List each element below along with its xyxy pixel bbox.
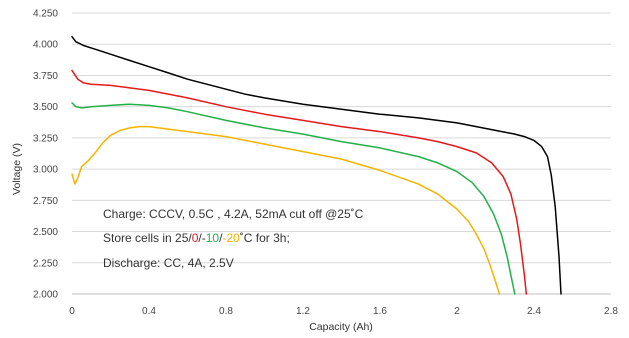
y-axis-title: Voltage (V) <box>11 143 23 195</box>
series-line-4 <box>71 125 501 295</box>
x-tick-label: 0.4 <box>142 306 156 317</box>
annotation-store: Store cells in 25/0/-10/-20˚C for 3h; <box>103 231 290 245</box>
series-line-1 <box>71 35 562 295</box>
y-tick-labels: 2.000 2.250 2.500 2.750 3.000 3.250 3.500 3.750… <box>33 9 58 301</box>
annotation-charge: Charge: CCCV, 0.5C , 4.2A, 52mA cut off … <box>103 207 364 221</box>
annotation-store-sep1: /- <box>198 231 205 245</box>
y-tick-label: 3.500 <box>33 102 58 113</box>
annotation-store-suffix: ˚C for 3h; <box>240 231 290 245</box>
annotation-store-sep2: / <box>219 231 223 245</box>
x-tick-label: 1.6 <box>373 306 387 317</box>
y-tick-label: 2.750 <box>33 196 58 207</box>
annotation-temp-20: -20 <box>222 231 240 245</box>
x-tick-labels: 0 0.4 0.8 1.2 1.6 2 2.4 2.8 <box>69 306 618 317</box>
annotation-temp-0: 0 <box>192 231 199 245</box>
x-tick-label: 2 <box>454 306 460 317</box>
annotation-discharge: Discharge: CC, 4A, 2.5V <box>103 256 234 270</box>
series-line-2 <box>71 69 528 295</box>
x-axis-title: Capacity (Ah) <box>309 321 373 333</box>
x-tick-label: 1.2 <box>296 306 310 317</box>
x-tick-label: 2.8 <box>604 306 618 317</box>
annotation-store-prefix: Store cells in 25/ <box>103 231 192 245</box>
y-tick-label: 2.000 <box>33 290 58 301</box>
x-tick-label: 0 <box>69 306 75 317</box>
grid-lines <box>72 12 611 264</box>
x-tick-label: 2.4 <box>527 306 541 317</box>
y-tick-label: 2.250 <box>33 258 58 269</box>
y-tick-label: 4.250 <box>33 9 58 20</box>
y-tick-label: 3.000 <box>33 165 58 176</box>
x-tick-label: 0.8 <box>219 306 233 317</box>
y-tick-label: 4.000 <box>33 40 58 51</box>
series-line-3 <box>71 102 516 295</box>
series-lines <box>71 35 562 295</box>
y-tick-label: 3.750 <box>33 71 58 82</box>
annotation-temp-10: 10 <box>206 231 220 245</box>
y-tick-label: 2.500 <box>33 227 58 238</box>
y-tick-label: 3.250 <box>33 133 58 144</box>
